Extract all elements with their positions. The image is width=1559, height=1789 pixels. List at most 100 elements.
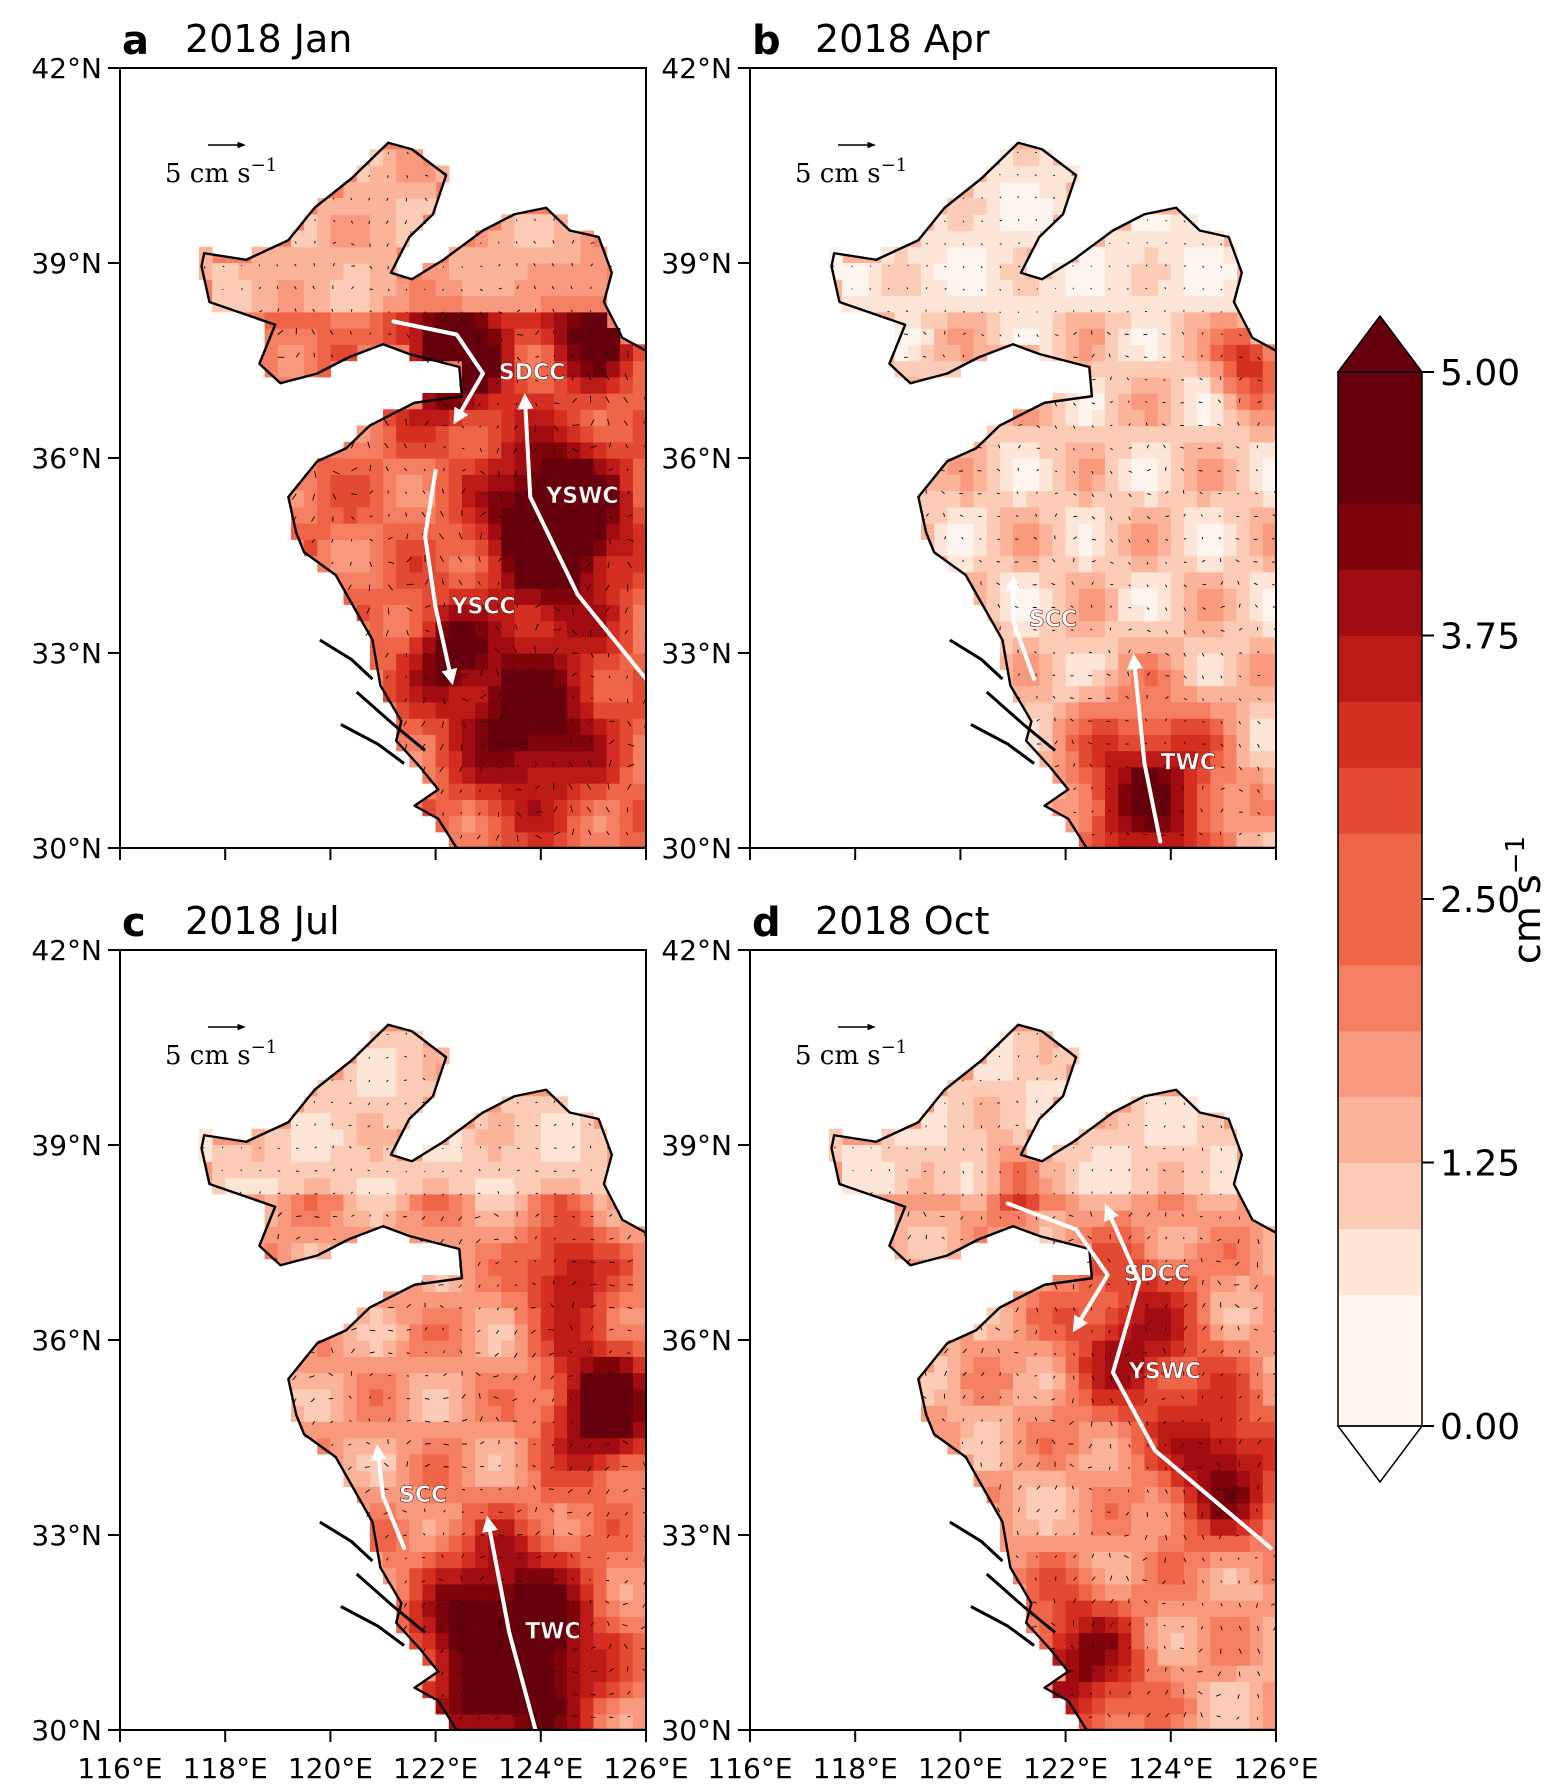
speed-cell bbox=[1184, 571, 1198, 589]
speed-cell bbox=[1118, 653, 1132, 670]
speed-cell bbox=[369, 1356, 384, 1374]
lat-tick-label: 42°N bbox=[31, 52, 102, 85]
speed-cell bbox=[606, 1372, 621, 1390]
speed-cell bbox=[999, 1388, 1014, 1406]
speed-cell bbox=[842, 1177, 856, 1195]
speed-cell bbox=[304, 1128, 318, 1146]
speed-cell bbox=[567, 1421, 581, 1439]
velocity-vector bbox=[590, 470, 596, 473]
speed-cell bbox=[488, 701, 502, 719]
velocity-vector bbox=[627, 720, 632, 727]
speed-cell bbox=[396, 1307, 410, 1325]
speed-cell bbox=[409, 1632, 424, 1650]
speed-cell bbox=[619, 799, 634, 817]
speed-cell bbox=[1105, 1340, 1119, 1357]
speed-cell bbox=[1157, 1193, 1172, 1211]
speed-cell bbox=[1157, 718, 1172, 735]
speed-cell bbox=[1026, 1535, 1040, 1552]
speed-cell bbox=[1170, 539, 1185, 557]
speed-cell bbox=[986, 1177, 1001, 1195]
speed-cell bbox=[383, 1437, 397, 1455]
speed-cell bbox=[1052, 588, 1067, 605]
speed-cell bbox=[527, 604, 542, 622]
velocity-vector bbox=[1033, 536, 1037, 540]
velocity-vector bbox=[588, 331, 592, 335]
speed-cell bbox=[514, 1551, 529, 1569]
speed-cell bbox=[580, 1697, 595, 1715]
speed-cell bbox=[1249, 506, 1264, 524]
velocity-vector bbox=[944, 536, 947, 540]
speed-cell bbox=[461, 523, 476, 540]
velocity-vector bbox=[1220, 787, 1225, 790]
speed-cell bbox=[580, 555, 595, 573]
speed-cell bbox=[1118, 815, 1132, 833]
speed-cell bbox=[554, 1713, 568, 1730]
velocity-vector bbox=[535, 1647, 539, 1650]
speed-cell bbox=[1144, 1486, 1159, 1504]
speed-cell bbox=[1223, 279, 1238, 297]
speed-cell bbox=[999, 1177, 1014, 1195]
velocity-vector bbox=[623, 1644, 628, 1649]
speed-cell bbox=[593, 636, 608, 654]
speed-cell bbox=[567, 1193, 581, 1211]
velocity-vector bbox=[535, 356, 540, 358]
speed-cell bbox=[1262, 539, 1276, 557]
velocity-vector bbox=[1036, 469, 1040, 472]
speed-cell bbox=[554, 376, 568, 394]
speed-cell bbox=[1039, 620, 1054, 638]
velocity-vector bbox=[516, 603, 519, 608]
velocity-vector bbox=[478, 647, 481, 654]
speed-cell bbox=[1197, 1112, 1211, 1130]
speed-cell bbox=[501, 1112, 516, 1130]
speed-cell bbox=[1065, 506, 1080, 524]
speed-cell bbox=[1065, 1388, 1080, 1406]
velocity-vector bbox=[460, 311, 463, 315]
speed-cell bbox=[514, 279, 529, 297]
speed-cell bbox=[527, 458, 542, 475]
speed-cell bbox=[986, 1388, 1001, 1406]
speed-cell bbox=[1026, 1372, 1040, 1390]
speed-cell bbox=[527, 718, 542, 735]
velocity-vector bbox=[906, 287, 909, 290]
speed-cell bbox=[1170, 214, 1185, 232]
speed-cell bbox=[1197, 458, 1211, 475]
speed-cell bbox=[1157, 1356, 1172, 1374]
velocity-vector bbox=[1108, 353, 1111, 358]
speed-cell bbox=[1210, 279, 1225, 297]
current-arrow-yswc bbox=[517, 393, 646, 681]
speed-cell bbox=[1026, 1291, 1040, 1309]
speed-cell bbox=[383, 1356, 397, 1374]
speed-cell bbox=[277, 344, 292, 362]
speed-cell bbox=[1144, 1453, 1159, 1471]
speed-cell bbox=[1144, 393, 1159, 410]
velocity-vector bbox=[548, 1352, 555, 1356]
speed-cell bbox=[593, 409, 608, 427]
speed-cell bbox=[1223, 1632, 1238, 1650]
speed-cell bbox=[540, 1112, 555, 1130]
speed-cell bbox=[580, 1502, 595, 1520]
velocity-vector bbox=[590, 1693, 597, 1696]
speed-cell bbox=[1262, 1616, 1276, 1634]
speed-cell bbox=[1262, 1697, 1276, 1715]
speed-cell bbox=[264, 1128, 279, 1146]
velocity-vector bbox=[457, 1599, 463, 1604]
speed-cell bbox=[960, 311, 975, 329]
velocity-vector bbox=[1201, 652, 1205, 657]
speed-cell bbox=[868, 1177, 883, 1195]
velocity-vector bbox=[1036, 311, 1038, 313]
speed-cell bbox=[396, 588, 410, 605]
speed-cell bbox=[488, 1405, 502, 1422]
speed-cell bbox=[409, 1486, 424, 1504]
velocity-vector bbox=[962, 265, 965, 269]
speed-cell bbox=[593, 441, 608, 459]
speed-cell bbox=[606, 1486, 621, 1504]
velocity-vector bbox=[1071, 581, 1074, 585]
speed-cell bbox=[1131, 1486, 1146, 1504]
speed-cell bbox=[567, 1632, 581, 1650]
speed-cell bbox=[488, 1210, 502, 1227]
speed-cell bbox=[1105, 1502, 1119, 1520]
speed-cell bbox=[947, 1210, 962, 1227]
velocity-vector bbox=[589, 310, 592, 312]
velocity-vector bbox=[1126, 377, 1130, 381]
